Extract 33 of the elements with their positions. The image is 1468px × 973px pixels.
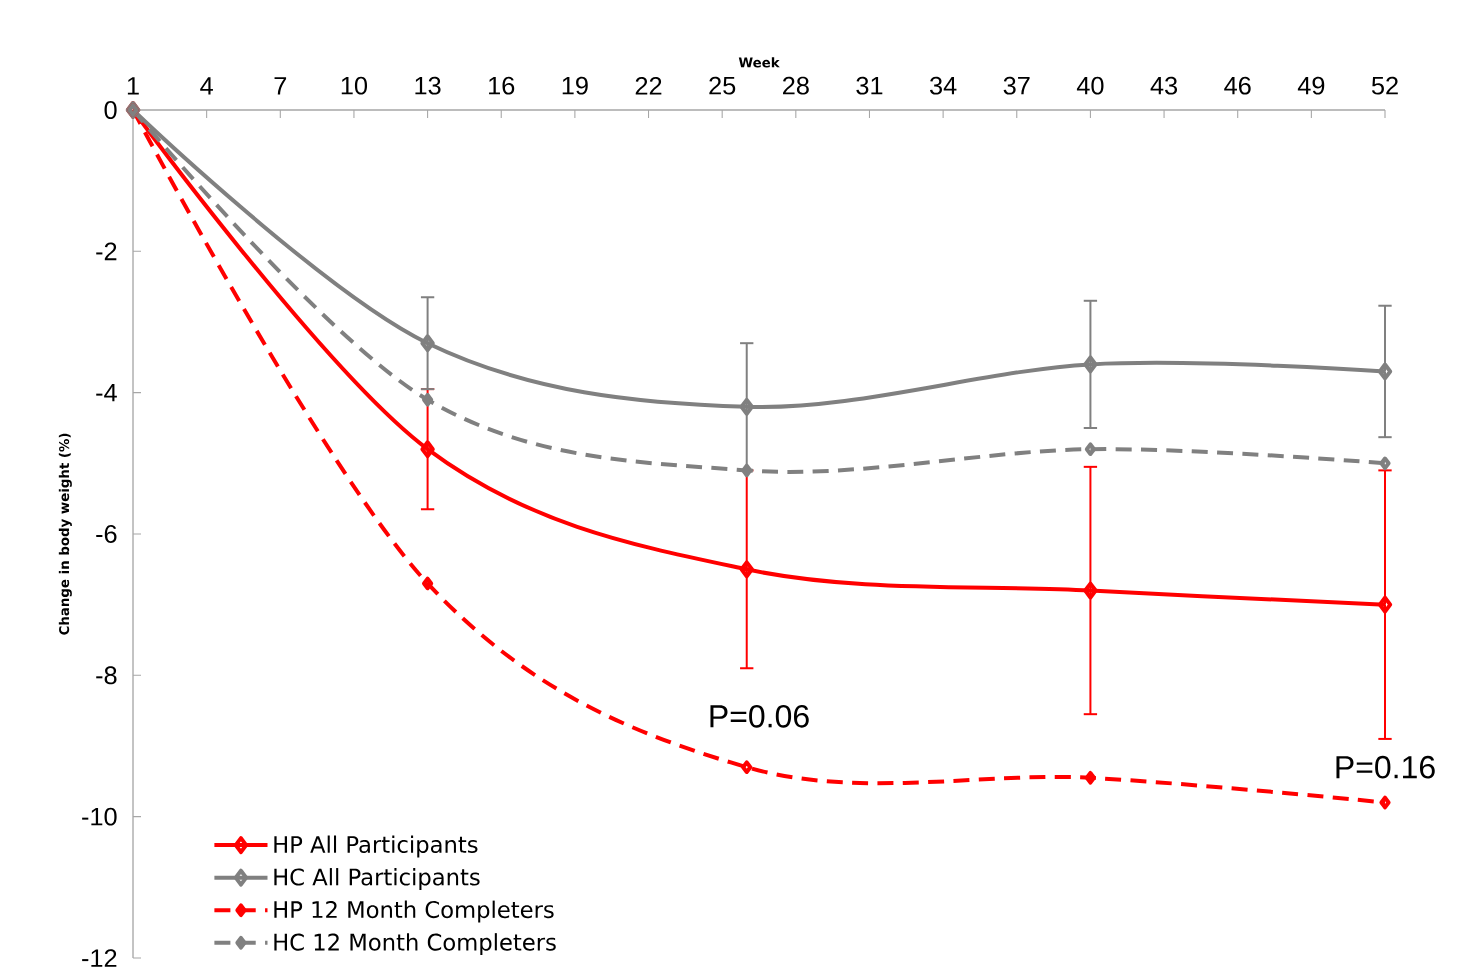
x-tick-label: 13 — [415, 76, 441, 95]
y-axis-title: Change in body weight (%) — [58, 433, 72, 635]
y-tick-label: -2 — [96, 242, 117, 261]
annotation: P=0.06 — [710, 704, 809, 728]
x-tick-label: 16 — [489, 76, 515, 95]
legend-label: HP 12 Month Completers — [274, 900, 554, 923]
y-tick-label: -6 — [96, 525, 117, 543]
x-tick-label: 7 — [274, 77, 287, 95]
x-tick-label: 28 — [783, 76, 809, 95]
y-tick-label: -10 — [82, 807, 117, 826]
legend-label: HP All Participants — [274, 835, 478, 858]
x-tick-label: 10 — [341, 76, 368, 95]
x-tick-label: 19 — [562, 76, 588, 95]
x-tick-label: 46 — [1224, 76, 1251, 95]
x-tick-label: 40 — [1076, 76, 1104, 95]
x-tick-label: 37 — [1003, 76, 1030, 95]
y-tick-label: -12 — [82, 949, 117, 967]
annotation: P=0.16 — [1336, 755, 1435, 779]
legend-label: HC 12 Month Completers — [274, 933, 556, 956]
x-tick-label: 43 — [1150, 76, 1178, 95]
y-tick-label: 0 — [104, 101, 117, 119]
x-tick-label: 52 — [1371, 76, 1398, 95]
x-tick-label: 34 — [929, 76, 957, 95]
x-axis-title: Week — [738, 57, 780, 68]
y-tick-label: -4 — [96, 383, 117, 402]
y-tick-label: -8 — [96, 666, 117, 685]
x-tick-label: 31 — [856, 76, 883, 95]
legend-label: HC All Participants — [274, 868, 480, 890]
x-tick-label: 4 — [200, 77, 213, 95]
x-tick-label: 22 — [635, 76, 662, 95]
x-tick-label: 1 — [127, 77, 139, 95]
x-tick-label: 49 — [1297, 76, 1325, 95]
x-tick-label: 25 — [709, 76, 736, 95]
